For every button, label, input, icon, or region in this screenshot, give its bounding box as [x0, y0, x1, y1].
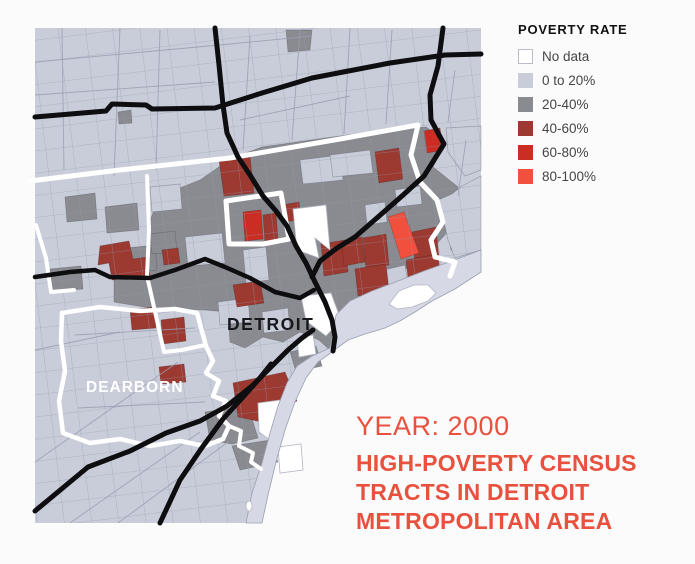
year-label: YEAR: 2000: [356, 411, 510, 441]
caption: YEAR: 2000 HIGH-POVERTY CENSUS TRACTS IN…: [356, 411, 637, 535]
highway-west: [32, 256, 317, 301]
belle-isle-island: [388, 284, 437, 310]
highway-north: [32, 51, 484, 120]
legend-label: 60-80%: [542, 145, 589, 160]
detroit-west-boundary: [145, 174, 207, 354]
legend-item: 60-80%: [518, 145, 628, 160]
detroit-label: DETROIT: [227, 314, 314, 334]
dearborn-label: DEARBORN: [86, 379, 184, 396]
legend-label: No data: [542, 49, 590, 64]
southwest-boundary: [227, 424, 263, 471]
legend-label: 20-40%: [542, 97, 589, 112]
chart-title-line: METROPOLITAN AREA: [356, 507, 613, 534]
legend: POVERTY RATE No data 0 to 20% 20-40% 40-…: [518, 22, 628, 193]
chart-title-line: HIGH-POVERTY CENSUS: [356, 450, 637, 476]
legend-label: 0 to 20%: [542, 73, 596, 88]
legend-item: 40-60%: [518, 121, 628, 136]
legend-swatch-60-80: [518, 145, 533, 160]
river-layer: [245, 249, 482, 524]
legend-item: 0 to 20%: [518, 73, 628, 88]
chart-title-line: TRACTS IN DETROIT: [356, 478, 590, 505]
map-labels-layer: DETROIT DEARBORN: [86, 314, 314, 396]
legend-title: POVERTY RATE: [518, 22, 628, 37]
legend-swatch-no-data: [518, 49, 533, 64]
highway-central: [212, 25, 338, 354]
small-island: [245, 500, 253, 512]
hamtramck-boundary: [223, 190, 292, 247]
roads-layer: [32, 25, 484, 526]
legend-item: 20-40%: [518, 97, 628, 112]
highway-northeast: [309, 25, 447, 280]
legend-item: 80-100%: [518, 169, 628, 184]
legend-swatch-0-20: [518, 73, 533, 88]
legend-item: No data: [518, 49, 628, 64]
highway-southwest-b: [157, 361, 274, 526]
legend-swatch-40-60: [518, 121, 533, 136]
legend-swatch-20-40: [518, 97, 533, 112]
legend-label: 40-60%: [542, 121, 589, 136]
legend-label: 80-100%: [542, 169, 597, 184]
legend-swatch-80-100: [518, 169, 533, 184]
detroit-river: [245, 249, 482, 524]
highway-southwest-a: [32, 327, 316, 514]
